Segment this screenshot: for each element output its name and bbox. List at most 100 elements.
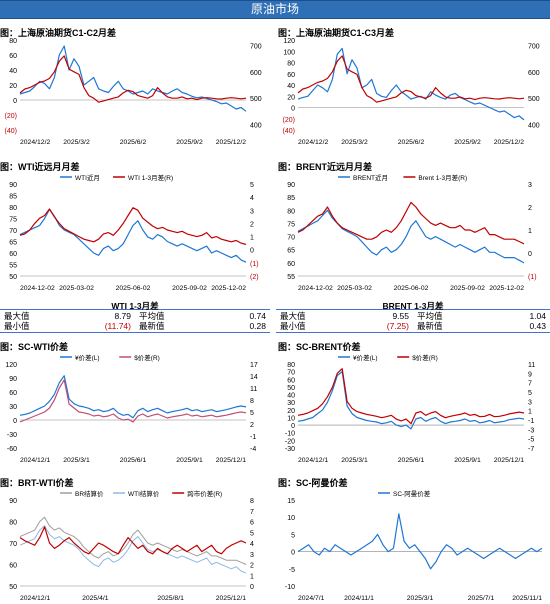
y-left-tick: 40 (287, 393, 295, 400)
y-right-tick: 2 (250, 221, 254, 228)
chart-panel-c8: 图：SC-阿曼价差 15 10 5 0 -5 -10 2024/7/1 2024/11/1 202… (278, 476, 550, 604)
x-tick: 2025/4/1 (82, 595, 109, 602)
y-left-tick: 30 (287, 400, 295, 407)
y-right-tick: 9 (528, 371, 532, 378)
x-tick: 2025/3/2 (63, 139, 90, 146)
stat-cell: 平均值 (417, 311, 443, 321)
y-left-tick: (20) (5, 113, 17, 120)
stat-cell: 1.04 (529, 311, 546, 321)
x-tick: 2025/6/1 (120, 457, 147, 464)
legend-label: WTI近月 (75, 173, 100, 182)
y-right-tick: 14 (250, 374, 258, 381)
x-tick: 2025/3/2 (341, 139, 368, 146)
y-left-tick: 15 (287, 498, 295, 505)
y-right-tick: 2 (250, 563, 254, 570)
y-right-tick: (1) (528, 274, 537, 281)
legend-label: 跨市价差(R) (187, 489, 222, 498)
y-left-tick: 50 (9, 584, 17, 591)
y-left-tick: 75 (287, 221, 295, 228)
series-line (19, 55, 247, 103)
x-tick: 2025/9/1 (454, 457, 481, 464)
stat-title: WTI 1-3月差 (111, 301, 159, 311)
y-left-tick: 90 (287, 182, 295, 189)
y-left-tick: 20 (287, 408, 295, 415)
y-left-tick: 60 (9, 53, 17, 60)
y-left-tick: 60 (9, 251, 17, 258)
series-line (297, 513, 543, 570)
series-line (19, 379, 247, 423)
stat-title: BRENT 1-3月差 (382, 301, 444, 311)
y-left-tick: 75 (9, 217, 17, 224)
y-left-tick: 0 (13, 418, 17, 425)
y-left-tick: 90 (9, 376, 17, 383)
y-left-tick: 100 (283, 49, 295, 56)
y-left-tick: 70 (287, 370, 295, 377)
series-line (297, 55, 525, 103)
y-right-tick: 400 (250, 123, 262, 130)
y-left-tick: 90 (9, 498, 17, 505)
y-left-tick: 80 (9, 205, 17, 212)
x-tick: 2024/12/2 (20, 139, 50, 146)
x-tick: 2025/12/2 (494, 139, 524, 146)
chart-title: 图：WTI近远月月差 (0, 162, 80, 172)
x-tick: 2025-06-02 (116, 285, 151, 292)
y-right-tick: 700 (250, 43, 262, 50)
y-right-tick: 3 (528, 399, 532, 406)
y-left-tick: 80 (9, 520, 17, 527)
series-line (297, 201, 525, 245)
y-left-tick: 10 (287, 415, 295, 422)
chart-title: 图：SC-WTI价差 (0, 342, 68, 352)
y-right-tick: 5 (250, 530, 254, 537)
brent-spread-stats: BRENT 1-3月差 最大值 9.55 平均值 1.04 最小值 (7.25) 最新值 0.4… (276, 300, 550, 335)
y-left-tick: 60 (287, 377, 295, 384)
y-left-tick: (40) (5, 128, 17, 135)
stat-cell: 最小值 (280, 321, 306, 331)
y-left-tick: 40 (9, 68, 17, 75)
x-tick: 2025-03-02 (59, 285, 94, 292)
series-line (297, 368, 525, 425)
x-tick: 2024/12/1 (20, 457, 50, 464)
y-right-tick: -1 (528, 418, 534, 425)
x-tick: 2025/7/1 (468, 595, 495, 602)
y-right-tick: -1 (250, 434, 256, 441)
stat-cell: 0.43 (529, 321, 546, 331)
y-left-tick: -60 (7, 446, 17, 453)
legend-label: $价差(R) (134, 353, 160, 362)
x-tick: 2025/12/1 (494, 457, 524, 464)
stat-table: 最大值 8.79 平均值 0.74 最小值 (11.74) 最新值 0.28 (0, 311, 270, 331)
stat-separator (0, 309, 270, 310)
y-left-tick: 120 (5, 362, 17, 369)
x-tick: 2024/12/1 (298, 457, 328, 464)
legend-label: $价差(R) (412, 353, 438, 362)
series-line (19, 208, 247, 263)
y-left-tick: 80 (287, 362, 295, 369)
y-right-tick: -5 (528, 437, 534, 444)
chart-svg: 90 80 70 60 50 8 7 6 5 4 3 2 1 0 2024/12/1 2025/4/1 2025… (9, 489, 254, 602)
y-right-tick: 5 (250, 182, 254, 189)
y-right-tick: 5 (250, 410, 254, 417)
y-right-tick: 1 (250, 235, 254, 242)
y-left-tick: 60 (287, 261, 295, 268)
stat-cell: (11.74) (104, 321, 131, 331)
chart-svg: 120 90 60 30 0 -30 -60 17 14 11 8 5 2 -1 -4 2024/12/1 20… (5, 353, 258, 464)
y-right-tick: -3 (528, 427, 534, 434)
series-line (19, 516, 247, 565)
y-right-tick: 4 (250, 195, 254, 202)
chart-panel-c2: 图：上海原油期货C1-C3月差 120 100 80 60 40 20 0 (20) (40) 70… (278, 26, 550, 148)
stat-cell: 平均值 (139, 311, 165, 321)
y-left-tick: 50 (9, 274, 17, 281)
x-tick: 2025/12/1 (216, 457, 246, 464)
y-right-tick: 2 (250, 422, 254, 429)
series-line (19, 207, 247, 246)
y-left-tick: 60 (287, 72, 295, 79)
stat-cell: (7.25) (386, 321, 409, 331)
y-left-tick: -10 (285, 584, 295, 591)
x-tick: 2024-12-02 (298, 285, 333, 292)
legend-label: Brent 1-3月差(R) (418, 173, 467, 182)
x-tick: 2024/7/1 (298, 595, 325, 602)
x-tick: 2025/9/2 (454, 139, 481, 146)
y-left-tick: 120 (283, 38, 295, 45)
x-tick: 2025/12/1 (216, 595, 246, 602)
stat-cell: 8.79 (114, 311, 131, 321)
